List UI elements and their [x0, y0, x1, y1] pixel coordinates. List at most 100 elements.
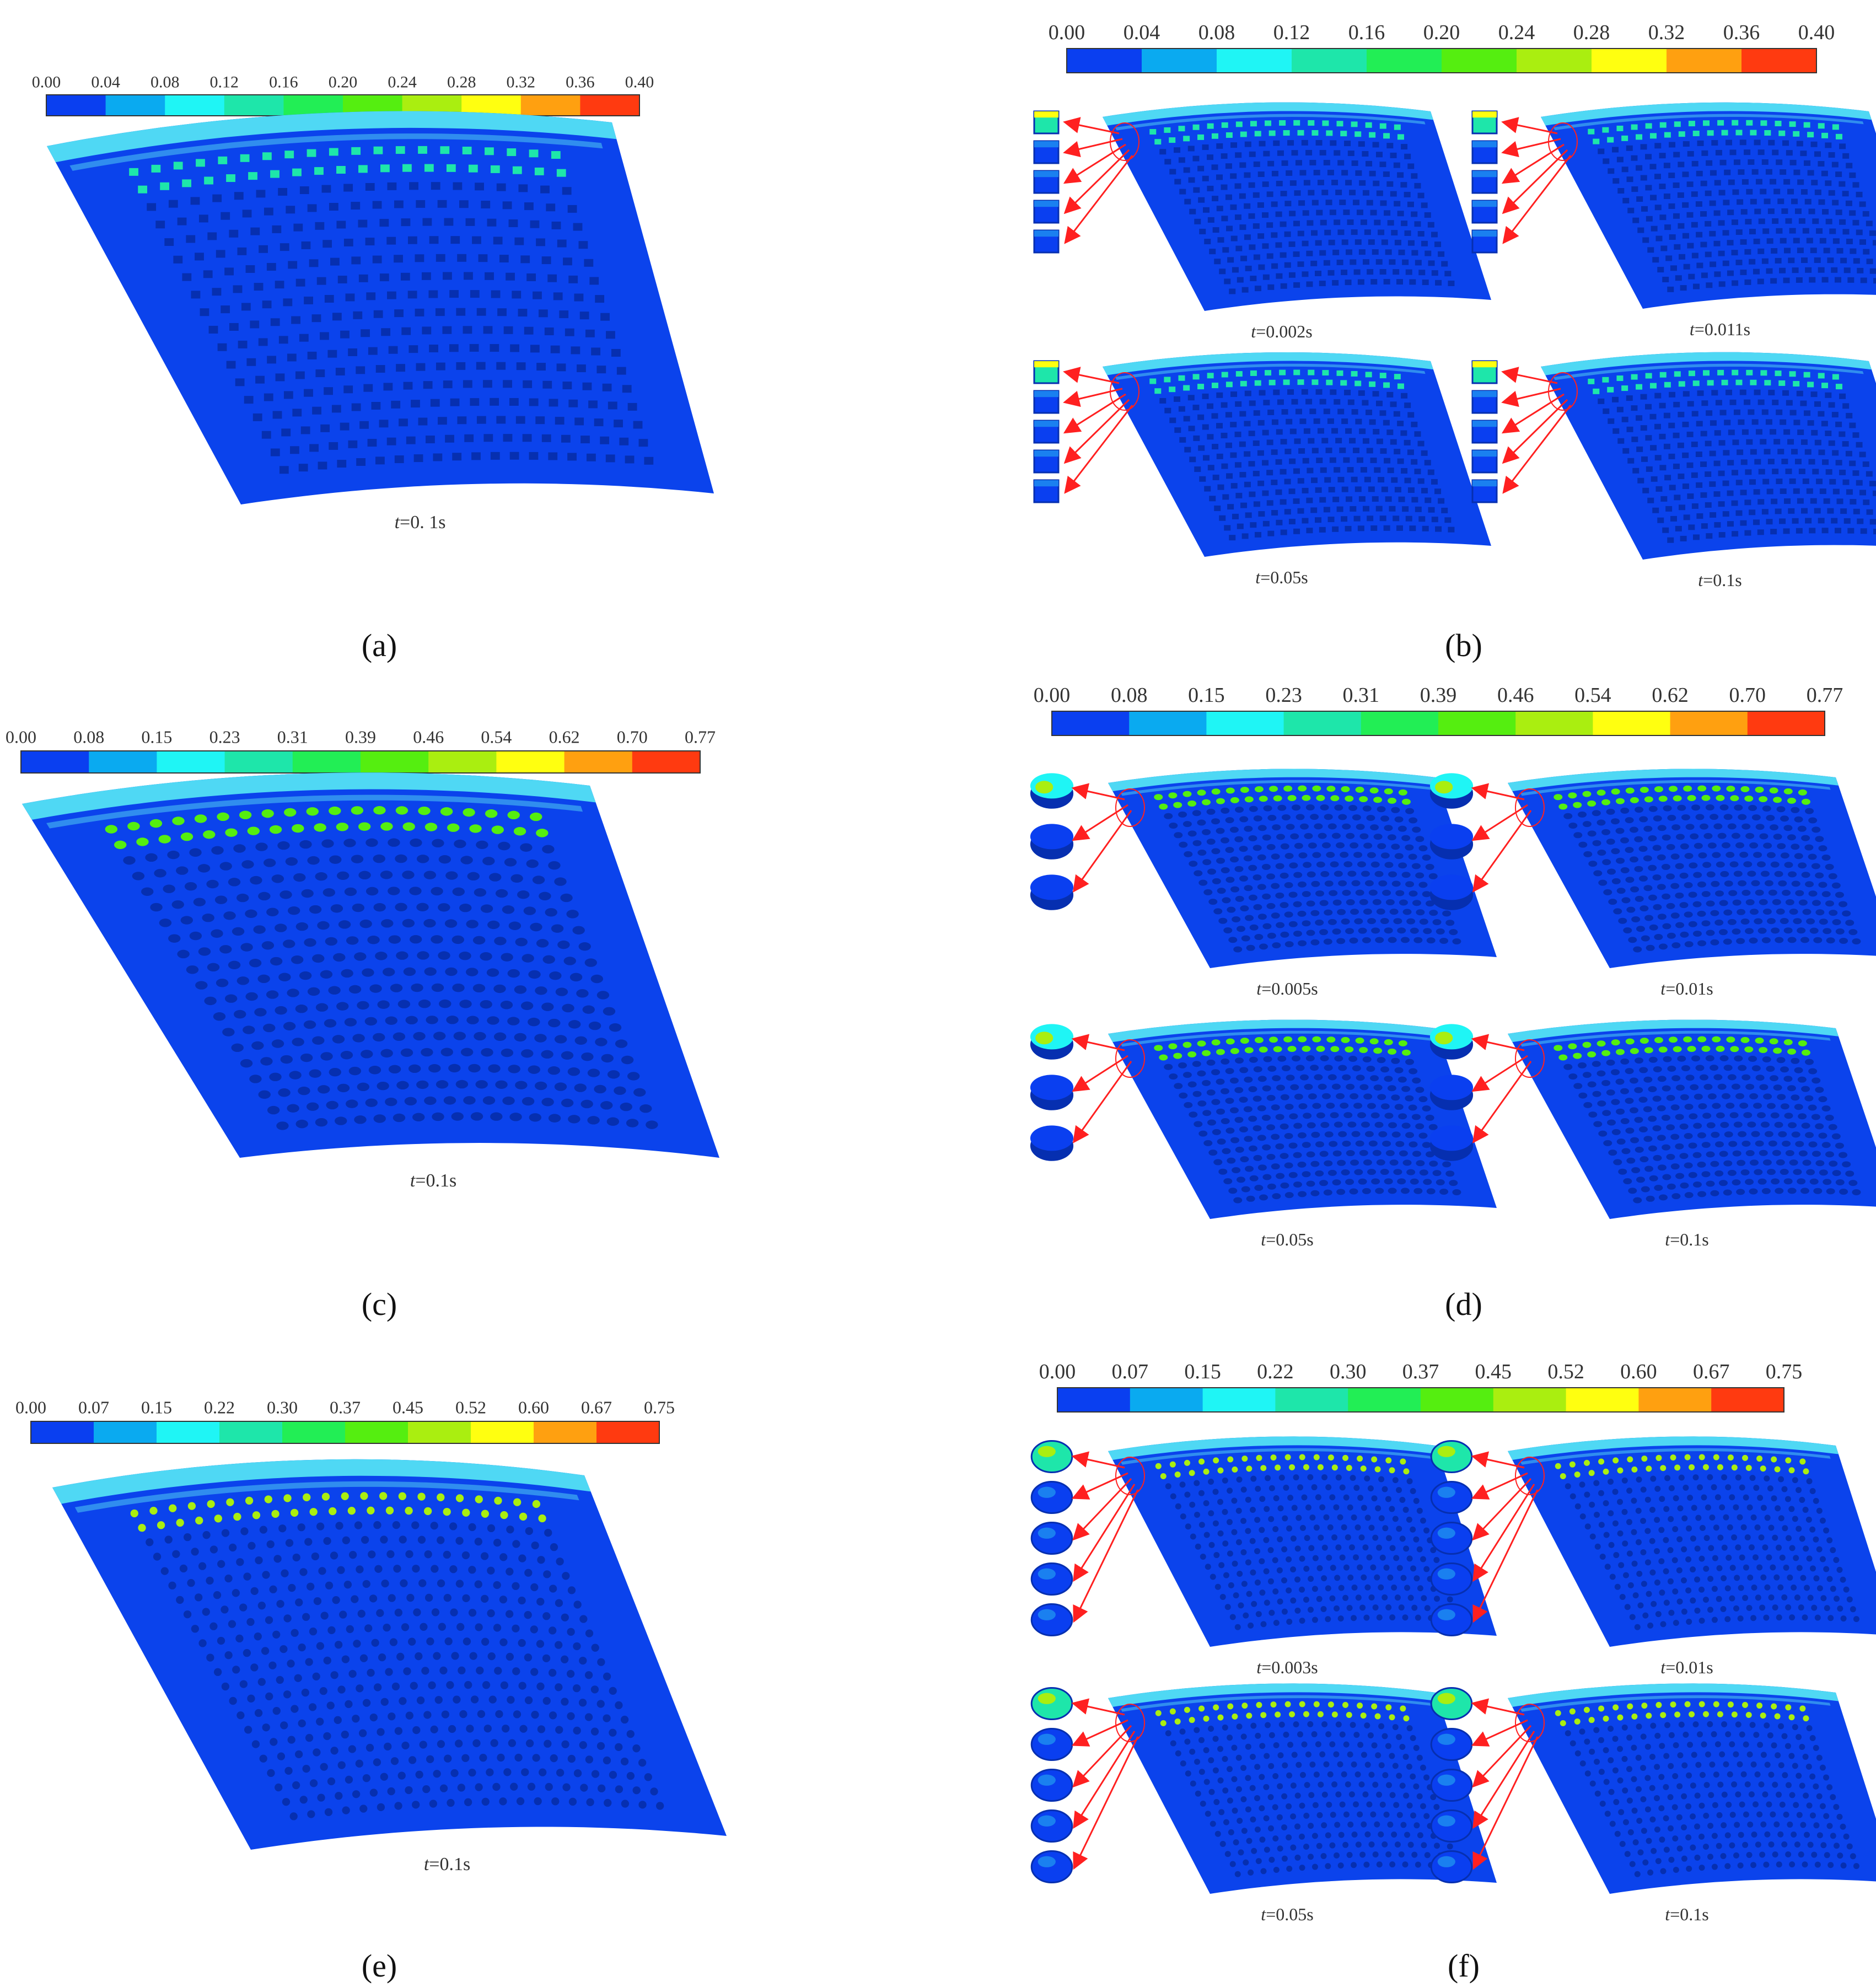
- pointer-arrow: [1472, 810, 1532, 893]
- boss-cylinder: [1597, 1040, 1606, 1047]
- boss-cylinder: [439, 999, 451, 1008]
- boss-square: [262, 152, 272, 160]
- boss-hemisphere: [292, 1781, 300, 1790]
- boss-detail-top: [1030, 1075, 1074, 1100]
- boss-hemisphere: [1802, 1506, 1809, 1513]
- boss-square: [1400, 182, 1407, 188]
- boss-square: [453, 182, 463, 190]
- boss-square: [1401, 144, 1408, 150]
- boss-hemisphere: [1350, 1475, 1356, 1481]
- boss-square: [1714, 522, 1721, 528]
- boss-square: [1859, 490, 1866, 496]
- boss-square: [1376, 190, 1383, 196]
- boss-cylinder: [1212, 1129, 1221, 1135]
- boss-hemisphere: [448, 1725, 456, 1733]
- boss-hemisphere: [1690, 1597, 1696, 1604]
- boss-hemisphere: [1303, 1464, 1310, 1470]
- boss-square: [1696, 262, 1703, 268]
- boss-cylinder: [1254, 934, 1264, 941]
- color-bar-tick: 0.12: [1273, 21, 1310, 44]
- boss-cylinder: [448, 1064, 461, 1073]
- boss-square: [1387, 468, 1394, 474]
- boss-square: [1193, 187, 1200, 193]
- boss-cylinder: [1341, 786, 1350, 792]
- boss-hemisphere: [1299, 1618, 1305, 1624]
- boss-square: [270, 318, 280, 326]
- boss-hemisphere: [1214, 1830, 1221, 1837]
- boss-square: [1642, 487, 1649, 493]
- boss-square: [1713, 240, 1721, 246]
- boss-square: [1778, 380, 1786, 386]
- boss-cylinder: [1271, 1163, 1280, 1170]
- boss-cylinder: [1319, 1151, 1329, 1157]
- boss-square: [1598, 398, 1605, 404]
- boss-hemisphere: [1286, 1834, 1292, 1841]
- boss-square: [1701, 523, 1708, 529]
- boss-cylinder: [236, 893, 249, 903]
- boss-square: [324, 294, 334, 303]
- boss-cylinder: [1666, 844, 1675, 850]
- boss-square: [1654, 205, 1662, 211]
- boss-cylinder: [1821, 1105, 1831, 1112]
- boss-square: [1404, 477, 1411, 484]
- boss-cylinder: [320, 1052, 333, 1061]
- boss-square: [1825, 431, 1832, 437]
- boss-hemisphere: [1189, 1748, 1196, 1755]
- boss-cylinder: [186, 965, 199, 974]
- color-bar-segment: [471, 1421, 534, 1443]
- boss-hemisphere: [360, 1492, 368, 1500]
- boss-cylinder: [1629, 1077, 1638, 1084]
- boss-cylinder: [1601, 829, 1611, 835]
- color-bar-segment: [496, 751, 565, 773]
- boss-hemisphere: [1308, 1576, 1314, 1582]
- boss-hemisphere: [1756, 1456, 1763, 1462]
- boss-cylinder: [472, 984, 486, 993]
- boss-cylinder: [1683, 785, 1692, 792]
- boss-cylinder: [292, 824, 304, 833]
- boss-square: [1393, 411, 1400, 417]
- boss-square: [1306, 497, 1313, 503]
- boss-hemisphere: [1254, 1517, 1261, 1523]
- boss-square: [1311, 379, 1319, 385]
- boss-square: [1174, 396, 1181, 402]
- boss-hemisphere: [1224, 1604, 1231, 1610]
- boss-cylinder: [1740, 786, 1750, 792]
- boss-cylinder: [588, 1021, 601, 1030]
- boss-hemisphere: [1676, 1536, 1683, 1543]
- boss-square: [1802, 478, 1809, 484]
- boss-square: [1372, 142, 1379, 148]
- boss-square: [1347, 399, 1354, 405]
- boss-square: [1391, 477, 1398, 483]
- boss-square: [1431, 479, 1438, 485]
- boss-cylinder: [1775, 1188, 1784, 1194]
- boss-square: [1636, 446, 1643, 452]
- boss-hemisphere: [1402, 1861, 1409, 1868]
- boss-square: [195, 253, 204, 261]
- boss-cylinder: [1198, 879, 1208, 886]
- boss-square: [551, 221, 561, 229]
- boss-hemisphere: [1241, 1703, 1248, 1709]
- boss-hemisphere: [453, 1695, 461, 1704]
- boss-cylinder: [1355, 889, 1364, 896]
- boss-cylinder: [1773, 1048, 1782, 1054]
- boss-hemisphere: [1348, 1544, 1355, 1551]
- boss-cylinder: [523, 906, 536, 915]
- boss-cylinder: [417, 951, 429, 960]
- boss-cylinder: [1648, 894, 1657, 901]
- boss-square: [1733, 409, 1740, 415]
- boss-square: [1832, 238, 1840, 244]
- boss-square: [168, 200, 178, 208]
- boss-cylinder: [1220, 1088, 1229, 1094]
- boss-hemisphere: [1391, 1832, 1397, 1838]
- boss-hemisphere: [1738, 1585, 1744, 1591]
- boss-detail-top: [1034, 450, 1058, 457]
- boss-cylinder: [1216, 1078, 1225, 1085]
- boss-square: [1202, 393, 1209, 399]
- boss-cylinder: [1384, 1076, 1393, 1082]
- boss-cylinder: [1688, 921, 1697, 927]
- color-bar-segment: [1515, 711, 1593, 735]
- boss-detail-top: [1472, 421, 1497, 427]
- boss-cylinder: [1377, 1094, 1386, 1100]
- boss-square: [307, 149, 316, 157]
- boss-hemisphere: [412, 1565, 420, 1573]
